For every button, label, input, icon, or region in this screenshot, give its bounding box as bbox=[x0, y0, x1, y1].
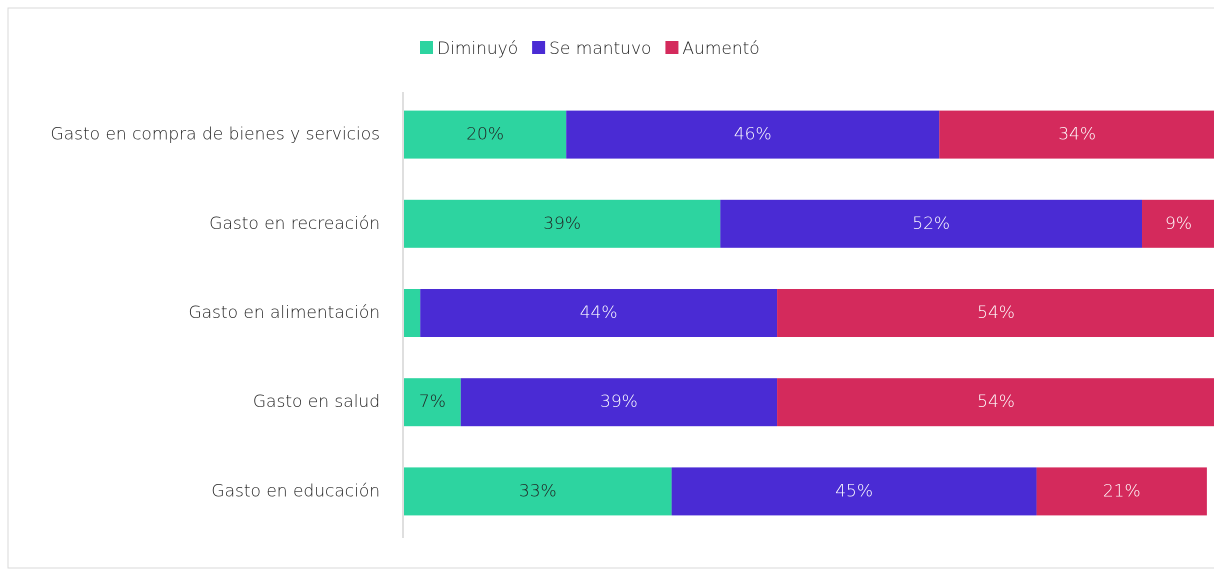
legend-label: Aumentó bbox=[682, 39, 759, 59]
bar-segment bbox=[939, 110, 1214, 159]
data-label: 7% bbox=[419, 392, 446, 412]
bar-segment bbox=[777, 378, 1214, 427]
legend-label: Se mantuvo bbox=[549, 39, 651, 59]
legend-swatch bbox=[420, 41, 433, 54]
data-label: 21% bbox=[1103, 481, 1141, 501]
y-tick-label: Gasto en alimentación bbox=[188, 303, 380, 323]
y-tick-label: Gasto en salud bbox=[253, 392, 380, 412]
bar-segment bbox=[404, 378, 461, 427]
data-label: 33% bbox=[519, 481, 557, 501]
bar-segment bbox=[720, 199, 1143, 248]
bar-segment bbox=[1036, 467, 1207, 516]
data-label: 54% bbox=[977, 303, 1015, 323]
data-label: 39% bbox=[543, 214, 581, 234]
data-label: 54% bbox=[977, 392, 1015, 412]
y-tick-label: Gasto en recreación bbox=[209, 214, 380, 234]
data-label: 52% bbox=[912, 214, 950, 234]
data-label: 39% bbox=[600, 392, 638, 412]
data-label: 46% bbox=[734, 125, 772, 145]
bar-segment bbox=[404, 467, 672, 516]
bar-segment bbox=[404, 199, 721, 248]
legend-swatch bbox=[665, 41, 679, 54]
chart-frame bbox=[7, 7, 1214, 569]
bar-segment bbox=[460, 378, 778, 427]
bar-segment bbox=[420, 289, 778, 337]
bar-segment bbox=[404, 110, 567, 159]
legend-label: Diminuyó bbox=[437, 39, 518, 59]
bar-segment bbox=[777, 289, 1214, 337]
bar-segment bbox=[404, 289, 421, 337]
legend-swatch bbox=[532, 41, 546, 54]
bar-segment bbox=[671, 467, 1037, 516]
data-label: 9% bbox=[1165, 214, 1192, 234]
data-label: 20% bbox=[466, 125, 504, 145]
data-label: 34% bbox=[1058, 125, 1096, 145]
bar-segment bbox=[566, 110, 940, 159]
data-label: 45% bbox=[835, 481, 873, 501]
bar-segment bbox=[1142, 199, 1214, 248]
y-tick-label: Gasto en educación bbox=[211, 481, 380, 501]
data-label: 44% bbox=[580, 303, 618, 323]
y-tick-label: Gasto en compra de bienes y servicios bbox=[51, 125, 380, 145]
